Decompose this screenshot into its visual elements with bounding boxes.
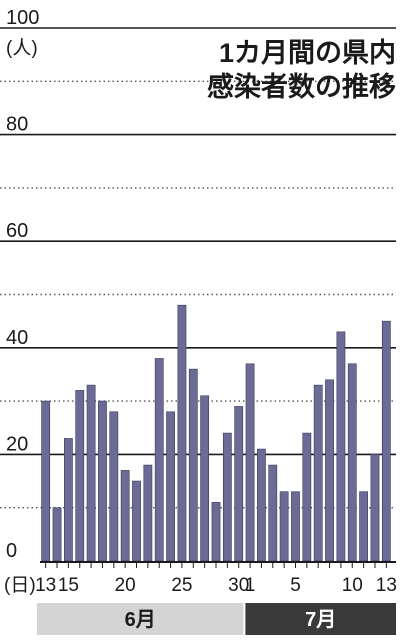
bar bbox=[336, 331, 346, 562]
x-tick-label: 13 bbox=[376, 575, 397, 596]
bar bbox=[234, 406, 244, 562]
bar bbox=[268, 464, 278, 562]
chart-title-line-2: 感染者数の推移 bbox=[207, 71, 396, 102]
month-band bbox=[245, 603, 396, 635]
x-tick-label: 1 bbox=[245, 575, 256, 596]
bar bbox=[41, 400, 51, 562]
bar bbox=[98, 400, 107, 562]
bar bbox=[325, 379, 334, 562]
x-axis-label: (日) bbox=[4, 575, 36, 596]
bar bbox=[188, 368, 198, 562]
y-tick-label: 100 bbox=[6, 7, 39, 29]
month-band bbox=[37, 603, 244, 635]
bar bbox=[120, 470, 130, 562]
chart-title: 1カ月間の県内 感染者数の推移 bbox=[207, 38, 396, 102]
x-tick-label: 25 bbox=[171, 575, 192, 596]
bar bbox=[132, 480, 141, 562]
bar bbox=[166, 411, 175, 562]
y-tick-label: 40 bbox=[6, 327, 28, 349]
bar bbox=[347, 363, 357, 562]
bar bbox=[200, 395, 210, 562]
bar bbox=[222, 432, 232, 562]
bar bbox=[75, 390, 85, 562]
bar bbox=[154, 358, 164, 562]
x-tick-label: 10 bbox=[342, 575, 363, 596]
x-tick-labels: 13 15 20 25 301 5 10 13 bbox=[35, 562, 397, 596]
bar bbox=[177, 304, 187, 562]
bar bbox=[63, 438, 73, 562]
bar bbox=[245, 363, 255, 562]
bars bbox=[41, 304, 391, 562]
x-tick-label: 20 bbox=[115, 575, 136, 596]
bar bbox=[52, 507, 62, 562]
y-axis-label: (人) bbox=[6, 37, 38, 59]
bar bbox=[109, 411, 119, 562]
x-tick-label: 15 bbox=[58, 575, 79, 596]
bar bbox=[313, 384, 323, 562]
bar bbox=[143, 464, 153, 562]
month-bands: 6月 7月 bbox=[37, 603, 396, 635]
chart-title-line-1: 1カ月間の県内 bbox=[219, 38, 396, 68]
bar bbox=[257, 448, 266, 562]
x-tick-label: 30 bbox=[228, 575, 249, 596]
y-tick-labels: 0 20 40 60 80 100 bbox=[6, 7, 39, 562]
x-tick-label: 13 bbox=[35, 575, 56, 596]
bar bbox=[302, 432, 312, 562]
bar bbox=[279, 491, 289, 562]
month-label: 6月 bbox=[125, 609, 156, 631]
bar bbox=[211, 502, 221, 562]
bar bbox=[381, 320, 391, 562]
bar bbox=[370, 454, 380, 562]
bar bbox=[359, 491, 369, 562]
y-tick-label: 0 bbox=[6, 540, 17, 562]
bar bbox=[86, 384, 96, 562]
bar bbox=[291, 491, 300, 562]
y-tick-label: 20 bbox=[6, 433, 28, 455]
y-tick-label: 80 bbox=[6, 114, 28, 136]
y-tick-label: 60 bbox=[6, 220, 28, 242]
x-tick-label: 5 bbox=[290, 575, 301, 596]
month-label: 7月 bbox=[305, 609, 336, 631]
